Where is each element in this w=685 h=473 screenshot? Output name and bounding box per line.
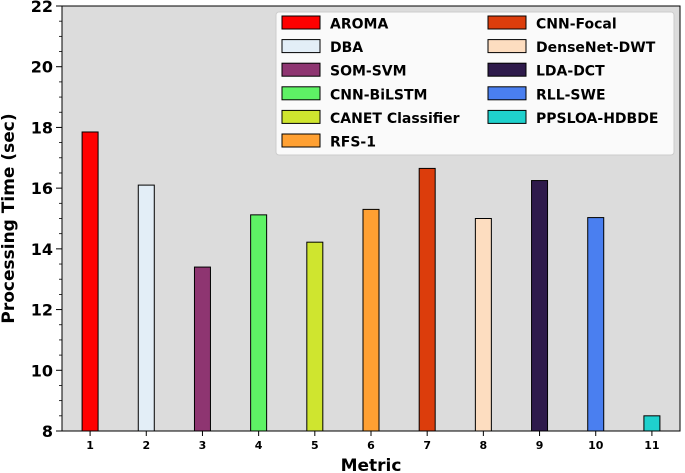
bar-som-svm — [193, 266, 211, 432]
bar-ppsloa-hdbde — [643, 415, 661, 432]
x-tick-label: 4 — [255, 439, 263, 452]
legend-label-rfs-1: RFS-1 — [330, 135, 376, 151]
legend-swatch-dba — [281, 39, 321, 54]
y-tick-label: 20 — [31, 58, 53, 77]
legend-swatch-ppsloa-hdbde — [487, 109, 527, 124]
bars-layer — [81, 131, 661, 432]
y-tick-label: 16 — [31, 179, 53, 198]
bar-canet-classifier — [306, 241, 324, 432]
legend-label-som-svm: SOM-SVM — [330, 64, 407, 80]
legend: AROMA DBA SOM-SVM CNN-BiLSTM CANET Classifie… — [275, 11, 675, 156]
legend-label-dba: DBA — [330, 40, 363, 56]
legend-swatch-cnn-bilstm — [281, 86, 321, 101]
x-tick-label: 9 — [536, 439, 544, 452]
legend-label-cnn-focal: CNN-Focal — [536, 17, 617, 33]
legend-label-densenet-dwt: DenseNet-DWT — [536, 40, 656, 56]
x-tick-label: 3 — [199, 439, 207, 452]
legend-frame — [275, 11, 675, 156]
x-tick-label: 5 — [311, 439, 319, 452]
x-tick-label: 1 — [86, 439, 94, 452]
legend-label-canet-classifier: CANET Classifier — [330, 111, 460, 127]
x-tick-label: 2 — [142, 439, 150, 452]
x-tick-label: 7 — [423, 439, 431, 452]
bar-aroma — [81, 131, 99, 432]
legend-swatch-aroma — [281, 15, 321, 30]
y-axis-title: Processing Time (sec) — [0, 113, 19, 323]
bar-rfs-1 — [362, 208, 380, 432]
y-tick-label: 18 — [31, 118, 53, 137]
legend-label-aroma: AROMA — [330, 17, 388, 33]
bar-dba — [137, 184, 155, 432]
x-tick-label: 8 — [480, 439, 488, 452]
legend-swatch-som-svm — [281, 62, 321, 77]
legend-swatch-rll-swe — [487, 86, 527, 101]
y-tick-label: 8 — [42, 422, 53, 441]
x-axis-title: Metric — [341, 456, 402, 473]
y-tick-label: 22 — [31, 0, 53, 16]
x-tick-label: 6 — [367, 439, 375, 452]
legend-label-ppsloa-hdbde: PPSLOA-HDBDE — [536, 111, 658, 127]
bar-cnn-focal — [418, 167, 436, 432]
bar-lda-dct — [531, 180, 549, 432]
y-tick-label: 14 — [31, 240, 53, 259]
legend-swatch-cnn-focal — [487, 15, 527, 30]
bar-densenet-dwt — [474, 218, 492, 432]
legend-label-cnn-bilstm: CNN-BiLSTM — [330, 87, 427, 103]
legend-swatch-lda-dct — [487, 62, 527, 77]
legend-label-rll-swe: RLL-SWE — [536, 87, 606, 103]
legend-label-lda-dct: LDA-DCT — [536, 64, 605, 80]
legend-swatch-densenet-dwt — [487, 39, 527, 54]
y-tick-label: 10 — [31, 361, 53, 380]
x-tick-label: 11 — [644, 439, 659, 452]
bar-rll-swe — [587, 217, 605, 432]
x-tick-label: 10 — [588, 439, 604, 452]
bar-cnn-bilstm — [250, 214, 268, 432]
legend-swatch-rfs-1 — [281, 133, 321, 148]
legend-swatch-canet-classifier — [281, 109, 321, 124]
y-tick-label: 12 — [31, 301, 53, 320]
